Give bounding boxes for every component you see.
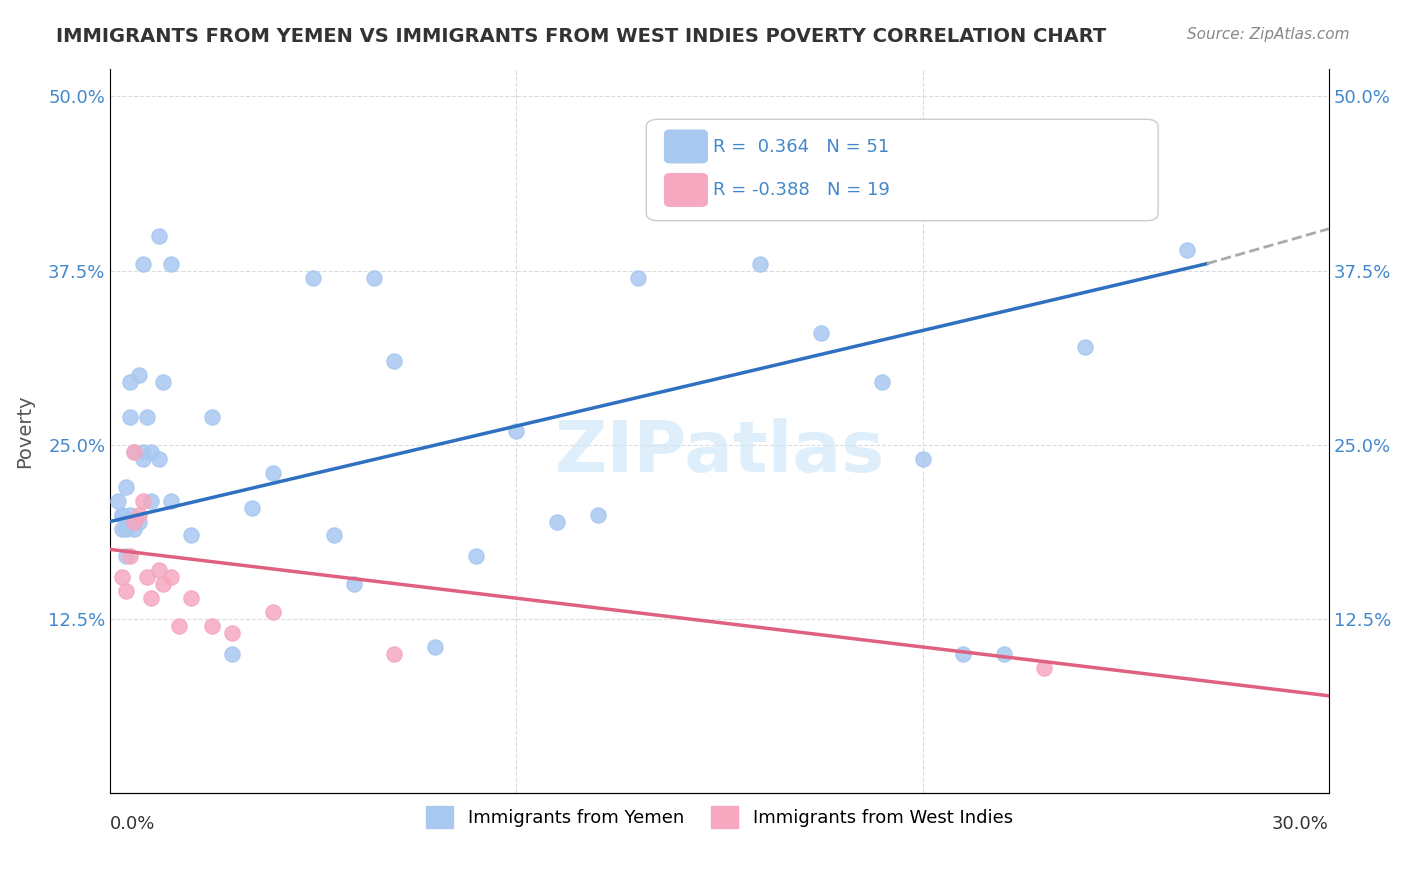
Point [464,549,486,564]
Point [131,257,153,271]
Point [128,368,150,383]
Point [111,570,134,584]
Point [139,445,162,459]
Point [152,375,174,389]
Point [131,493,153,508]
Point [343,577,366,591]
Point [148,451,170,466]
Point [505,424,527,438]
Point [911,451,934,466]
Text: 30.0%: 30.0% [1272,815,1329,833]
Point [952,647,974,661]
Point [302,270,325,285]
Text: Source: ZipAtlas.com: Source: ZipAtlas.com [1187,27,1350,42]
Point [160,570,183,584]
Point [152,577,174,591]
Point [322,528,344,542]
Point [124,445,146,459]
Point [148,228,170,243]
Point [160,257,183,271]
Point [131,451,153,466]
Point [115,480,138,494]
Point [240,500,263,515]
Point [627,270,650,285]
Point [262,605,284,619]
Point [111,508,134,522]
Point [201,409,224,424]
Text: IMMIGRANTS FROM YEMEN VS IMMIGRANTS FROM WEST INDIES POVERTY CORRELATION CHART: IMMIGRANTS FROM YEMEN VS IMMIGRANTS FROM… [56,27,1107,45]
Point [262,466,284,480]
Point [124,515,146,529]
Point [128,515,150,529]
Point [111,508,134,522]
Point [993,647,1015,661]
Point [160,493,183,508]
Point [221,647,243,661]
Point [1033,661,1056,675]
Point [120,508,142,522]
Point [128,508,150,522]
Point [709,152,731,166]
Point [1175,243,1198,257]
Text: 0.0%: 0.0% [110,815,156,833]
Point [363,270,385,285]
Point [221,626,243,640]
Point [124,445,146,459]
Point [115,549,138,564]
Point [870,375,893,389]
Point [131,445,153,459]
Point [120,409,142,424]
Point [810,326,832,341]
Point [139,591,162,606]
Point [120,549,142,564]
Point [546,515,568,529]
Point [124,521,146,535]
Point [749,257,772,271]
Point [148,563,170,577]
Point [586,508,609,522]
Point [135,409,157,424]
Point [139,493,162,508]
FancyBboxPatch shape [665,174,707,206]
Text: R =  0.364   N = 51: R = 0.364 N = 51 [713,137,890,156]
FancyBboxPatch shape [647,120,1159,220]
Point [180,528,202,542]
Point [120,375,142,389]
Text: R = -0.388   N = 19: R = -0.388 N = 19 [713,181,890,199]
Point [135,570,157,584]
Point [167,619,190,633]
FancyBboxPatch shape [665,130,707,162]
Point [115,584,138,599]
Y-axis label: Poverty: Poverty [15,394,34,467]
Point [384,647,406,661]
Text: ZIPatlas: ZIPatlas [554,418,884,487]
Legend: Immigrants from Yemen, Immigrants from West Indies: Immigrants from Yemen, Immigrants from W… [419,798,1019,835]
Point [115,521,138,535]
Point [1074,340,1097,354]
Point [423,640,446,654]
Point [384,354,406,368]
Point [107,493,129,508]
Point [201,619,224,633]
Point [124,515,146,529]
Point [180,591,202,606]
Point [111,521,134,535]
